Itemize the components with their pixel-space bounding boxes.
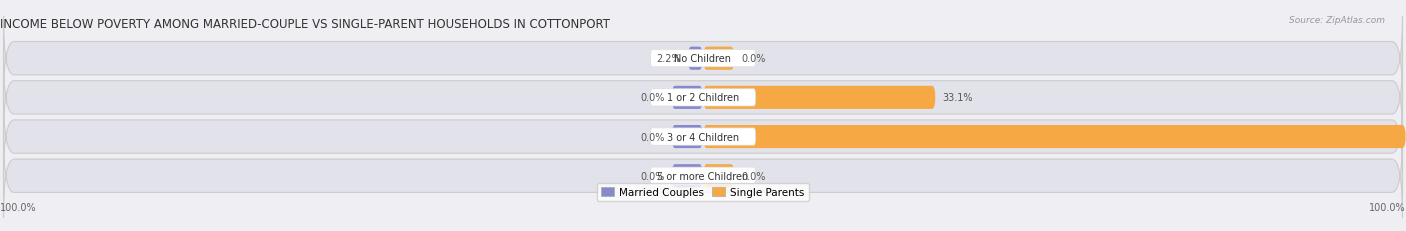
- FancyBboxPatch shape: [671, 164, 703, 188]
- Text: INCOME BELOW POVERTY AMONG MARRIED-COUPLE VS SINGLE-PARENT HOUSEHOLDS IN COTTONP: INCOME BELOW POVERTY AMONG MARRIED-COUPL…: [0, 18, 610, 31]
- FancyBboxPatch shape: [650, 89, 756, 106]
- Text: 5 or more Children: 5 or more Children: [658, 171, 748, 181]
- FancyBboxPatch shape: [650, 167, 756, 185]
- FancyBboxPatch shape: [703, 125, 1406, 149]
- FancyBboxPatch shape: [703, 47, 735, 70]
- FancyBboxPatch shape: [3, 17, 1403, 101]
- FancyBboxPatch shape: [3, 134, 1403, 218]
- Text: No Children: No Children: [675, 54, 731, 64]
- Text: 3 or 4 Children: 3 or 4 Children: [666, 132, 740, 142]
- Text: 0.0%: 0.0%: [640, 93, 665, 103]
- FancyBboxPatch shape: [671, 125, 703, 149]
- Text: 100.0%: 100.0%: [1369, 203, 1406, 213]
- Text: 0.0%: 0.0%: [640, 171, 665, 181]
- Text: 1 or 2 Children: 1 or 2 Children: [666, 93, 740, 103]
- Text: 0.0%: 0.0%: [742, 171, 766, 181]
- FancyBboxPatch shape: [3, 56, 1403, 140]
- Text: 0.0%: 0.0%: [640, 132, 665, 142]
- Text: 0.0%: 0.0%: [742, 54, 766, 64]
- Text: 100.0%: 100.0%: [0, 203, 37, 213]
- Text: 2.2%: 2.2%: [655, 54, 681, 64]
- FancyBboxPatch shape: [688, 47, 703, 70]
- FancyBboxPatch shape: [703, 164, 735, 188]
- Legend: Married Couples, Single Parents: Married Couples, Single Parents: [598, 183, 808, 202]
- FancyBboxPatch shape: [650, 50, 756, 67]
- Text: 33.1%: 33.1%: [942, 93, 973, 103]
- FancyBboxPatch shape: [650, 128, 756, 146]
- FancyBboxPatch shape: [671, 86, 703, 109]
- FancyBboxPatch shape: [3, 95, 1403, 179]
- Text: Source: ZipAtlas.com: Source: ZipAtlas.com: [1289, 16, 1385, 25]
- FancyBboxPatch shape: [703, 86, 936, 109]
